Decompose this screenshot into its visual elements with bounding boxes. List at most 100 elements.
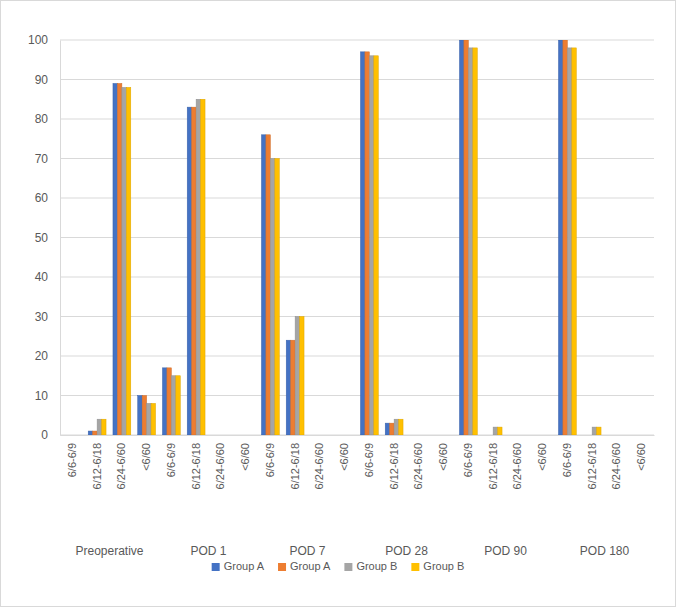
x-tick: <6/60 xyxy=(338,435,350,471)
x-tick: 6/12-6/18 xyxy=(586,435,598,489)
bar xyxy=(138,396,142,436)
bar xyxy=(286,340,290,435)
x-tick-label: 6/6-6/9 xyxy=(264,443,276,477)
x-tick: 6/12-6/18 xyxy=(289,435,301,489)
bar xyxy=(275,159,279,436)
bar xyxy=(349,435,353,436)
legend: Group A Group A Group B Group B xyxy=(212,560,465,572)
legend-item: Group A xyxy=(212,560,265,572)
x-tick-label: <6/60 xyxy=(635,443,647,471)
group-label: POD 28 xyxy=(385,544,428,558)
legend-label: Group A xyxy=(290,560,331,572)
x-tick-label: 6/12-6/18 xyxy=(388,443,400,489)
bar xyxy=(192,107,196,435)
legend-item: Group B xyxy=(411,560,464,572)
bar xyxy=(410,435,414,436)
x-tick: 6/24-6/60 xyxy=(412,435,424,489)
legend-label: Group B xyxy=(356,560,397,572)
bar xyxy=(543,435,547,436)
legend-swatch xyxy=(212,563,220,571)
y-tick-label: 80 xyxy=(35,112,49,126)
y-tick-label: 20 xyxy=(35,349,49,363)
bar xyxy=(369,56,373,435)
x-tick-label: <6/60 xyxy=(437,443,449,471)
bar xyxy=(311,435,315,436)
y-tick-label: 40 xyxy=(35,270,49,284)
bar xyxy=(572,48,576,435)
bar xyxy=(176,376,180,435)
bar xyxy=(617,435,621,436)
y-tick-label: 0 xyxy=(41,428,48,442)
bar xyxy=(374,56,378,435)
x-tick: 6/6-6/9 xyxy=(165,435,177,477)
plot: 0 10 20 30 40 50 60 70 80 90 100 6/6-6/9 6/12-6/18 6/… xyxy=(28,33,655,558)
group-labels: PreoperativePOD 1POD 7POD 28POD 90POD 18… xyxy=(75,544,629,558)
series-bars xyxy=(97,48,596,435)
x-tick-label: 6/12-6/18 xyxy=(289,443,301,489)
bar xyxy=(241,435,245,436)
bar xyxy=(93,431,97,435)
bar xyxy=(102,419,106,435)
bar xyxy=(237,435,241,436)
bar xyxy=(597,427,601,435)
x-tick: 6/24-6/60 xyxy=(610,435,622,489)
bar xyxy=(315,435,319,436)
bar xyxy=(439,435,443,436)
bar xyxy=(414,435,418,436)
legend-swatch xyxy=(411,563,419,571)
y-tick: 100 xyxy=(28,33,60,47)
y-tick-label: 70 xyxy=(35,152,49,166)
bar xyxy=(394,419,398,435)
legend-item: Group A xyxy=(278,560,331,572)
x-tick: 6/6-6/9 xyxy=(462,435,474,477)
bar xyxy=(216,435,220,436)
bar xyxy=(633,435,637,436)
x-tick: 6/24-6/60 xyxy=(313,435,325,489)
x-tick-label: 6/6-6/9 xyxy=(165,443,177,477)
bar xyxy=(621,435,625,436)
bar xyxy=(142,396,146,436)
y-tick-label: 30 xyxy=(35,310,49,324)
bar xyxy=(608,435,612,436)
x-tick: 6/6-6/9 xyxy=(363,435,375,477)
bars xyxy=(88,40,601,435)
bar xyxy=(448,435,452,436)
bar xyxy=(72,435,76,436)
bar xyxy=(522,435,526,436)
y-axis: 0 10 20 30 40 50 60 70 80 90 100 xyxy=(28,33,61,442)
x-tick-label: <6/60 xyxy=(140,443,152,471)
group-label: POD 90 xyxy=(484,544,527,558)
group-label: POD 1 xyxy=(190,544,226,558)
bar xyxy=(167,368,171,435)
series-bars xyxy=(102,48,601,435)
bar xyxy=(468,48,472,435)
x-tick: 6/12-6/18 xyxy=(388,435,400,489)
bar xyxy=(592,427,596,435)
x-tick: 6/12-6/18 xyxy=(487,435,499,489)
group-label: POD 180 xyxy=(580,544,630,558)
bar xyxy=(509,435,513,436)
y-tick: 70 xyxy=(35,152,60,166)
y-tick: 60 xyxy=(35,191,60,205)
bar xyxy=(126,87,130,435)
bar xyxy=(646,435,650,436)
y-tick: 90 xyxy=(35,73,60,87)
x-tick: <6/60 xyxy=(239,435,251,471)
bar xyxy=(390,423,394,435)
bar xyxy=(365,52,369,435)
legend-swatch xyxy=(344,563,352,571)
bar xyxy=(547,435,551,436)
y-tick: 10 xyxy=(35,389,60,403)
bar xyxy=(345,435,349,436)
group-label: Preoperative xyxy=(75,544,143,558)
x-axis-line xyxy=(61,435,655,436)
bar xyxy=(336,435,340,436)
bar xyxy=(221,435,225,436)
y-tick: 40 xyxy=(35,270,60,284)
x-tick: <6/60 xyxy=(140,435,152,471)
x-tick: 6/24-6/60 xyxy=(511,435,523,489)
y-tick: 50 xyxy=(35,231,60,245)
x-tick: <6/60 xyxy=(437,435,449,471)
bar xyxy=(484,435,488,436)
y-tick-label: 100 xyxy=(28,33,48,47)
